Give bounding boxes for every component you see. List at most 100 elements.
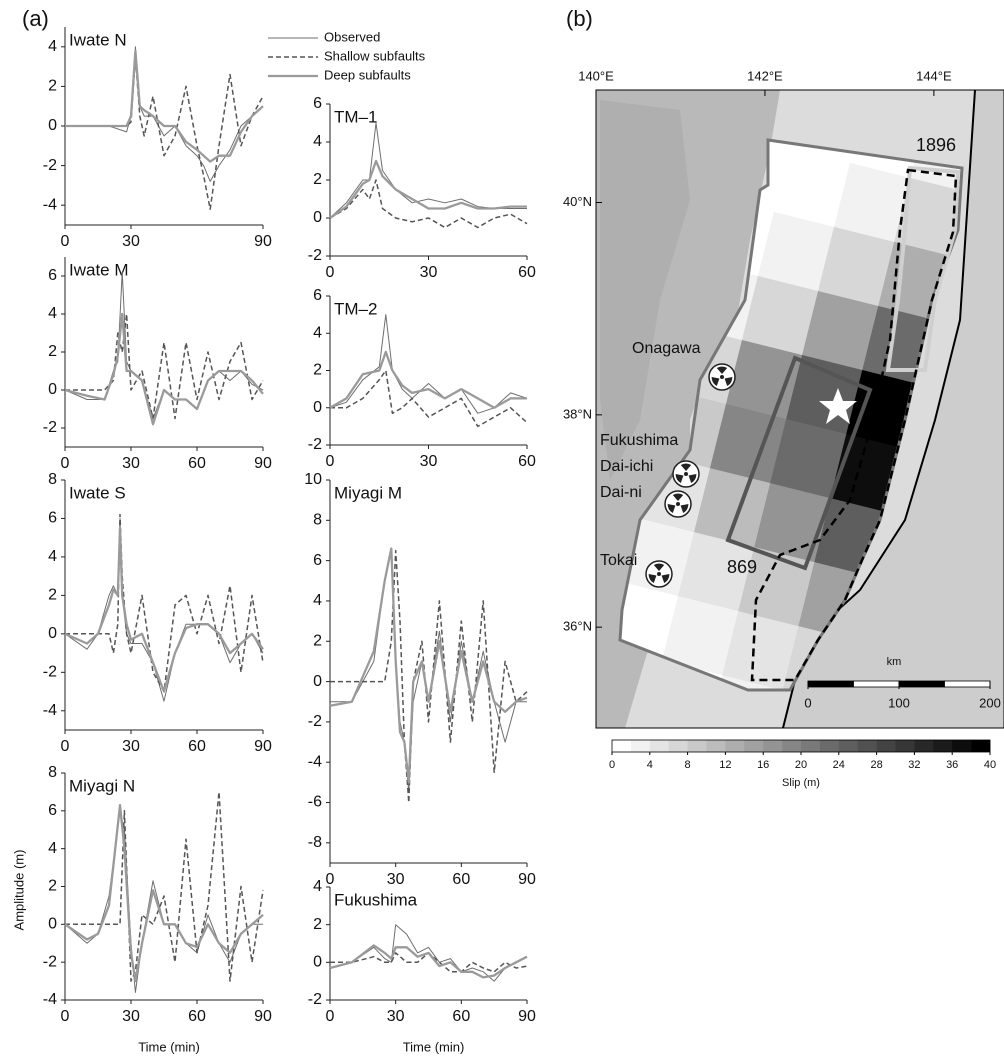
nuclear-plant bbox=[673, 461, 699, 487]
x-tick-label: 90 bbox=[254, 455, 272, 472]
y-tick-label: 0 bbox=[313, 954, 322, 971]
nuclear-plant bbox=[665, 491, 691, 517]
panel-title: Iwate S bbox=[69, 483, 126, 502]
y-tick-label: 6 bbox=[48, 267, 57, 284]
y-axis-label: Amplitude (m) bbox=[11, 850, 26, 931]
waveform bbox=[65, 314, 263, 419]
y-tick-label: 2 bbox=[48, 343, 57, 360]
y-tick-label: 0 bbox=[313, 209, 322, 226]
y-tick-label: 0 bbox=[48, 381, 57, 398]
y-tick-label: 8 bbox=[48, 471, 57, 488]
place-label: Fukushima bbox=[600, 432, 678, 449]
y-tick-label: 2 bbox=[313, 362, 322, 379]
y-tick-label: 6 bbox=[313, 95, 322, 112]
x-axis-label: Time (min) bbox=[403, 1039, 465, 1054]
colorbar-label: Slip (m) bbox=[782, 777, 820, 789]
colorbar-step bbox=[801, 740, 820, 752]
scale-unit: km bbox=[887, 656, 902, 668]
x-tick-label: 30 bbox=[122, 1008, 140, 1025]
y-tick-label: 4 bbox=[313, 878, 322, 895]
colorbar-step bbox=[820, 740, 839, 752]
colorbar-step bbox=[744, 740, 763, 752]
waveform bbox=[65, 515, 263, 692]
colorbar-step bbox=[896, 740, 915, 752]
y-tick-label: -4 bbox=[43, 991, 57, 1008]
waveform bbox=[330, 315, 527, 414]
lon-label: 142°E bbox=[747, 68, 783, 83]
y-tick-label: 4 bbox=[48, 840, 57, 857]
y-tick-label: 0 bbox=[313, 673, 322, 690]
panel-label: (a) bbox=[22, 6, 49, 31]
x-tick-label: 60 bbox=[452, 1008, 470, 1025]
x-tick-label: 90 bbox=[518, 1008, 536, 1025]
waveform bbox=[65, 47, 263, 182]
y-tick-label: 6 bbox=[313, 552, 322, 569]
colorbar-tick-label: 28 bbox=[870, 759, 882, 771]
x-tick-label: 90 bbox=[518, 871, 536, 888]
y-tick-label: -4 bbox=[43, 196, 57, 213]
x-tick-label: 0 bbox=[61, 233, 70, 250]
y-tick-label: 4 bbox=[313, 592, 322, 609]
waveform bbox=[65, 528, 263, 691]
x-tick-label: 0 bbox=[326, 1008, 335, 1025]
waveform bbox=[330, 123, 527, 218]
y-tick-label: -4 bbox=[308, 753, 322, 770]
x-tick-label: 30 bbox=[122, 738, 140, 755]
panel-label: (b) bbox=[566, 6, 593, 31]
y-tick-label: -2 bbox=[43, 664, 57, 681]
x-tick-label: 30 bbox=[122, 455, 140, 472]
legend-label: Shallow subfaults bbox=[324, 48, 426, 63]
waveform bbox=[330, 352, 527, 408]
colorbar-step bbox=[763, 740, 782, 752]
x-tick-label: 60 bbox=[188, 738, 206, 755]
colorbar-tick-label: 20 bbox=[795, 759, 807, 771]
y-tick-label: -8 bbox=[308, 834, 322, 851]
y-tick-label: -2 bbox=[43, 953, 57, 970]
waveform bbox=[330, 945, 527, 977]
place-label: Onagawa bbox=[632, 340, 701, 357]
y-tick-label: -2 bbox=[308, 436, 322, 453]
y-tick-label: -2 bbox=[308, 247, 322, 264]
nuclear-plant bbox=[709, 364, 735, 390]
colorbar-tick-label: 0 bbox=[609, 759, 615, 771]
colorbar-tick-label: 16 bbox=[757, 759, 769, 771]
y-tick-label: 2 bbox=[48, 878, 57, 895]
x-tick-label: 60 bbox=[518, 453, 536, 470]
colorbar-step bbox=[877, 740, 896, 752]
panel: -20240306090FukushimaTime (min) bbox=[308, 878, 536, 1054]
y-tick-label: 2 bbox=[313, 916, 322, 933]
panel-title: Iwate M bbox=[69, 260, 129, 279]
colorbar-step bbox=[650, 740, 669, 752]
scale-label: 100 bbox=[888, 695, 910, 710]
nuclear-plant bbox=[646, 561, 672, 587]
scale-label: 200 bbox=[979, 695, 1001, 710]
colorbar-tick-label: 40 bbox=[984, 759, 996, 771]
scale-segment bbox=[854, 681, 900, 687]
place-label: Dai-ichi bbox=[600, 458, 653, 475]
waveform bbox=[65, 51, 263, 162]
y-tick-label: 2 bbox=[313, 632, 322, 649]
lat-label: 38°N bbox=[563, 406, 592, 421]
y-tick-label: 6 bbox=[48, 802, 57, 819]
y-tick-label: 0 bbox=[48, 117, 57, 134]
y-tick-label: 0 bbox=[48, 625, 57, 642]
y-tick-label: -2 bbox=[43, 419, 57, 436]
y-tick-label: 8 bbox=[48, 764, 57, 781]
slip-cell bbox=[526, 630, 603, 710]
panel: -4-2024680306090Miyagi NTime (min)Amplit… bbox=[11, 764, 272, 1054]
y-tick-label: 4 bbox=[48, 548, 57, 565]
y-tick-label: 8 bbox=[313, 512, 322, 529]
x-tick-label: 60 bbox=[452, 871, 470, 888]
colorbar-step bbox=[725, 740, 744, 752]
y-tick-label: 2 bbox=[48, 78, 57, 95]
colorbar-tick-label: 32 bbox=[908, 759, 920, 771]
x-tick-label: 30 bbox=[387, 871, 405, 888]
waveform bbox=[330, 551, 527, 803]
waveform bbox=[65, 519, 263, 702]
legend-label: Deep subfaults bbox=[324, 67, 411, 82]
y-tick-label: -2 bbox=[43, 157, 57, 174]
y-tick-label: -2 bbox=[308, 991, 322, 1008]
